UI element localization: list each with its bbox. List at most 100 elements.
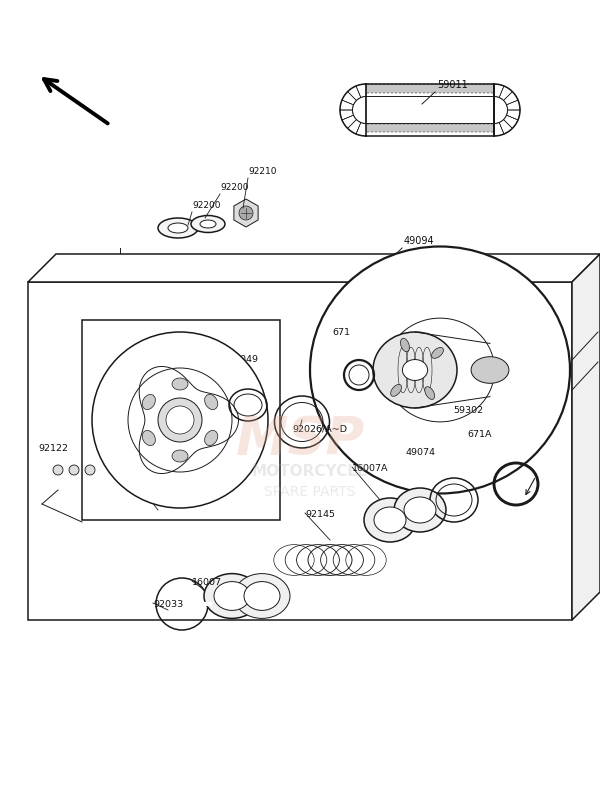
Bar xyxy=(459,123,461,132)
Polygon shape xyxy=(572,254,600,620)
Ellipse shape xyxy=(431,347,443,358)
Bar xyxy=(375,84,377,93)
Ellipse shape xyxy=(391,385,401,396)
Bar xyxy=(423,84,425,93)
Bar xyxy=(427,123,429,132)
Ellipse shape xyxy=(205,394,218,410)
Ellipse shape xyxy=(404,497,436,523)
Bar xyxy=(483,123,485,132)
Bar xyxy=(447,123,449,132)
Bar xyxy=(391,123,393,132)
Text: 92049: 92049 xyxy=(148,494,178,503)
Ellipse shape xyxy=(158,218,198,238)
Bar xyxy=(439,123,441,132)
Bar xyxy=(435,123,437,132)
Bar xyxy=(383,123,385,132)
Circle shape xyxy=(85,465,95,475)
Ellipse shape xyxy=(204,574,260,618)
Bar xyxy=(471,84,473,93)
Bar xyxy=(379,123,381,132)
Ellipse shape xyxy=(394,488,446,532)
Bar xyxy=(443,123,445,132)
Circle shape xyxy=(92,332,268,508)
Bar xyxy=(427,84,429,93)
Bar xyxy=(455,123,457,132)
Text: SPARE PARTS: SPARE PARTS xyxy=(265,485,356,499)
Ellipse shape xyxy=(142,430,155,446)
Ellipse shape xyxy=(373,332,457,408)
Bar xyxy=(423,123,425,132)
Bar xyxy=(411,123,413,132)
Text: 92026/A~D: 92026/A~D xyxy=(292,424,347,433)
Bar xyxy=(487,123,489,132)
Bar xyxy=(395,84,397,93)
Bar xyxy=(415,123,417,132)
Bar xyxy=(467,84,469,93)
Bar xyxy=(479,84,481,93)
Text: 49074: 49074 xyxy=(405,448,435,457)
Ellipse shape xyxy=(172,378,188,390)
Text: 16007: 16007 xyxy=(192,578,222,587)
Bar xyxy=(471,123,473,132)
Text: 59302A: 59302A xyxy=(168,338,205,347)
Bar xyxy=(463,84,465,93)
Polygon shape xyxy=(28,254,600,282)
Bar xyxy=(435,84,437,93)
Ellipse shape xyxy=(400,338,409,352)
Bar xyxy=(403,123,405,132)
Ellipse shape xyxy=(234,574,290,618)
Ellipse shape xyxy=(168,223,188,233)
Bar xyxy=(451,123,453,132)
Bar xyxy=(407,84,409,93)
Ellipse shape xyxy=(191,215,225,233)
Bar xyxy=(487,84,489,93)
Bar xyxy=(431,84,433,93)
Ellipse shape xyxy=(200,220,216,228)
Circle shape xyxy=(69,465,79,475)
Text: 92200: 92200 xyxy=(192,201,221,210)
Bar xyxy=(415,84,417,93)
Bar xyxy=(439,84,441,93)
Bar xyxy=(447,84,449,93)
Text: MSP: MSP xyxy=(235,414,365,466)
Bar xyxy=(395,123,397,132)
Bar xyxy=(367,84,369,93)
Text: 92200: 92200 xyxy=(220,183,248,192)
Ellipse shape xyxy=(425,386,434,399)
Text: 49094: 49094 xyxy=(404,236,434,246)
Text: 92122: 92122 xyxy=(38,444,68,453)
Bar xyxy=(491,123,493,132)
Bar xyxy=(451,84,453,93)
Bar xyxy=(375,123,377,132)
Bar xyxy=(387,84,389,93)
Text: 92033: 92033 xyxy=(153,600,183,609)
Bar xyxy=(475,123,477,132)
Bar xyxy=(411,84,413,93)
Bar xyxy=(463,123,465,132)
Circle shape xyxy=(239,206,253,220)
Bar xyxy=(419,84,421,93)
Ellipse shape xyxy=(374,507,406,533)
Bar xyxy=(479,123,481,132)
Bar xyxy=(407,123,409,132)
Circle shape xyxy=(53,465,63,475)
Bar xyxy=(403,84,405,93)
Bar xyxy=(367,123,369,132)
Ellipse shape xyxy=(403,359,428,381)
Bar xyxy=(371,84,373,93)
Ellipse shape xyxy=(172,450,188,462)
Ellipse shape xyxy=(142,394,155,410)
Bar xyxy=(399,84,401,93)
Ellipse shape xyxy=(364,498,416,542)
Circle shape xyxy=(166,406,194,434)
Bar xyxy=(399,123,401,132)
Bar xyxy=(467,123,469,132)
Text: 671: 671 xyxy=(332,328,350,337)
Ellipse shape xyxy=(244,582,280,610)
Bar xyxy=(459,84,461,93)
Bar xyxy=(82,320,280,520)
Bar xyxy=(371,123,373,132)
Bar xyxy=(379,84,381,93)
Bar xyxy=(419,123,421,132)
Ellipse shape xyxy=(205,430,218,446)
